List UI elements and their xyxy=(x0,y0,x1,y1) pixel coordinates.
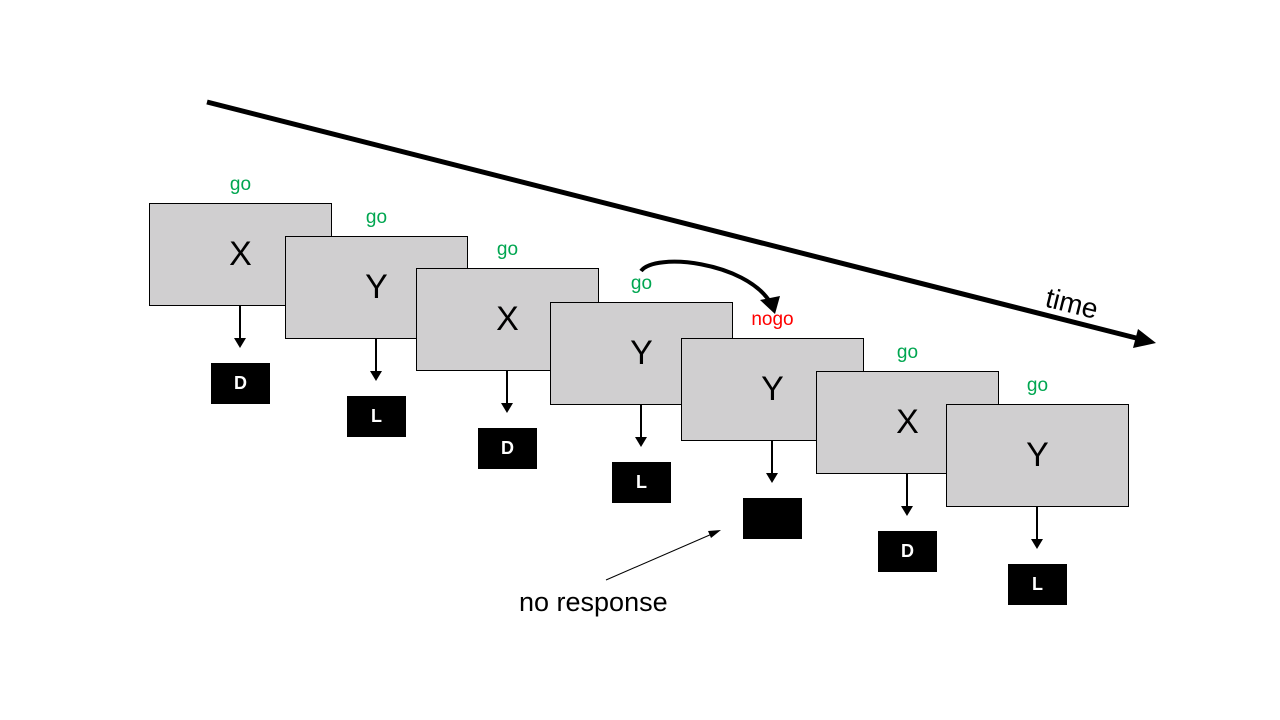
cue-label: nogo xyxy=(751,309,794,330)
cue-label: go xyxy=(365,207,388,228)
time-axis-label: time xyxy=(1042,282,1102,325)
no-response-pointer-arrowhead-icon xyxy=(708,530,721,538)
response-key: D xyxy=(478,428,537,469)
response-arrow-icon xyxy=(1031,507,1043,549)
cue-label: go xyxy=(630,273,653,294)
no-response-label: no response xyxy=(519,587,668,617)
cue-label: go xyxy=(896,342,919,363)
response-arrow-icon xyxy=(370,339,382,381)
response-key: L xyxy=(347,396,406,437)
time-arrowhead-icon xyxy=(1133,329,1156,348)
response-key: D xyxy=(211,363,270,404)
response-arrow-icon xyxy=(635,405,647,447)
stimulus-card: Y xyxy=(946,404,1129,507)
response-arrow-icon xyxy=(501,371,513,413)
trial-7: go Y L xyxy=(946,375,1129,605)
response-arrow-icon xyxy=(766,441,778,483)
response-key-empty xyxy=(743,498,802,539)
response-key: D xyxy=(878,531,937,572)
cue-label: go xyxy=(496,239,519,260)
response-arrow-icon xyxy=(901,474,913,516)
no-response-pointer-line xyxy=(605,533,713,581)
response-key: L xyxy=(1008,564,1067,605)
response-arrow-icon xyxy=(234,306,246,348)
cue-label: go xyxy=(1026,375,1049,396)
cue-label: go xyxy=(229,174,252,195)
response-key: L xyxy=(612,462,671,503)
